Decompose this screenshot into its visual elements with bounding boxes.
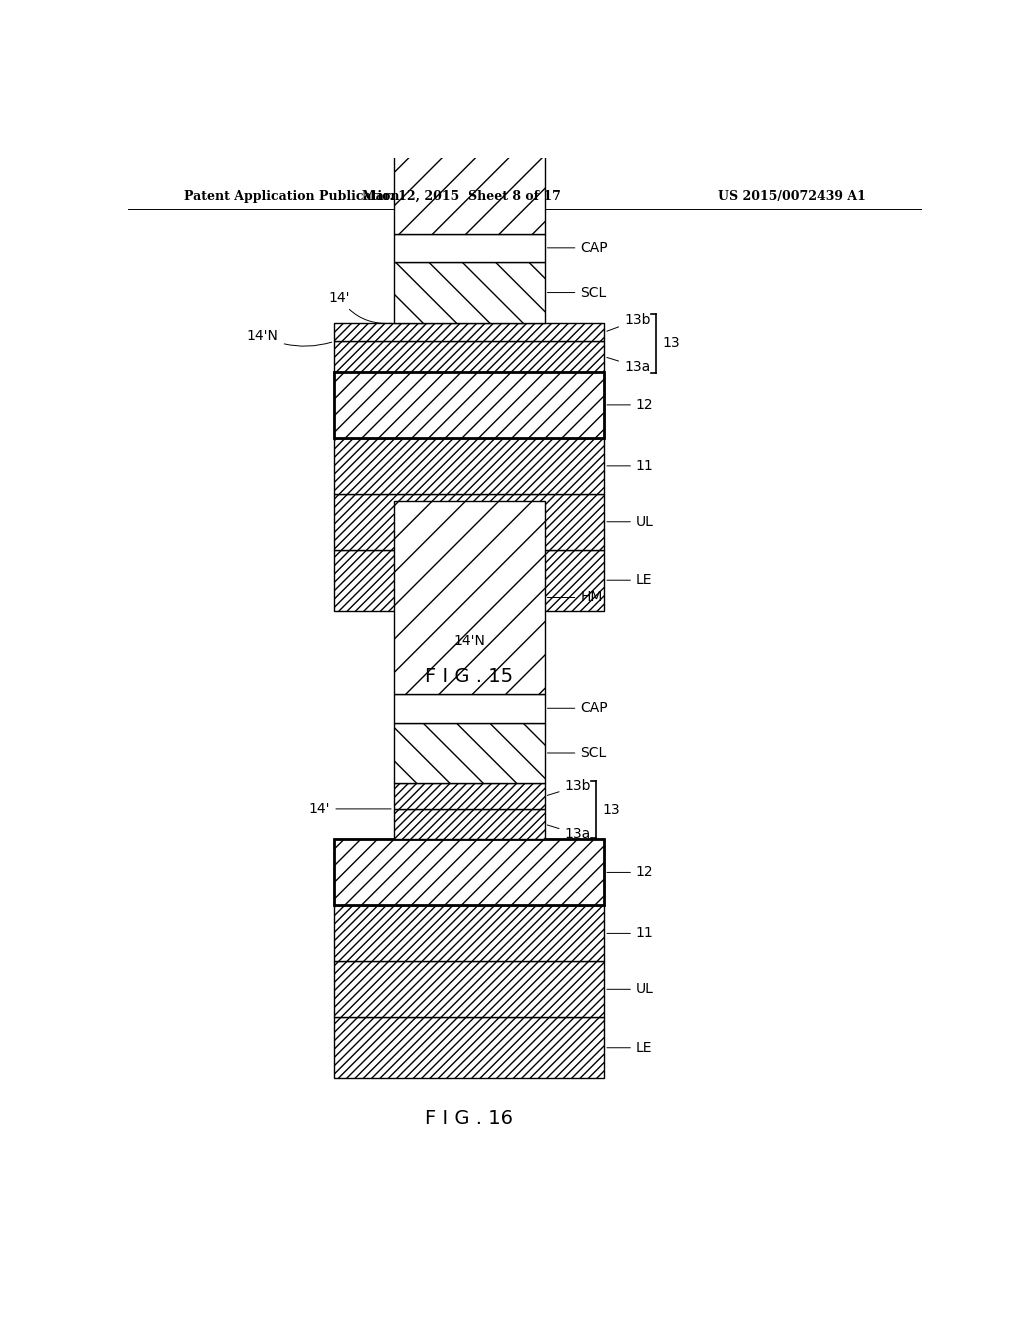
Bar	[394, 41, 545, 234]
Text: Mar. 12, 2015  Sheet 8 of 17: Mar. 12, 2015 Sheet 8 of 17	[361, 190, 561, 202]
Text: SCL: SCL	[548, 285, 606, 300]
Bar	[334, 342, 604, 372]
Bar	[334, 840, 604, 906]
Bar	[394, 500, 545, 694]
Text: UL: UL	[607, 515, 653, 529]
Text: US 2015/0072439 A1: US 2015/0072439 A1	[718, 190, 866, 202]
Text: 11: 11	[607, 459, 653, 473]
Text: 14'N: 14'N	[247, 329, 332, 346]
Text: CAP: CAP	[548, 701, 608, 715]
Bar	[334, 494, 604, 549]
Bar	[394, 809, 545, 840]
Bar	[334, 906, 604, 961]
Text: SCL: SCL	[548, 746, 606, 760]
Text: 13: 13	[602, 803, 621, 817]
Bar	[334, 323, 604, 342]
Text: 13b: 13b	[547, 779, 591, 796]
Text: 11: 11	[607, 927, 653, 940]
Text: 14'N: 14'N	[454, 634, 485, 648]
Bar	[334, 438, 604, 494]
Bar	[394, 234, 545, 263]
Text: 14': 14'	[329, 290, 391, 323]
Bar	[334, 372, 604, 438]
Bar	[394, 694, 545, 722]
Text: Patent Application Publication: Patent Application Publication	[183, 190, 399, 202]
Text: 13a: 13a	[547, 825, 591, 841]
Bar	[334, 1018, 604, 1078]
Text: LE: LE	[607, 1040, 652, 1055]
Text: LE: LE	[607, 573, 652, 587]
Text: F I G . 15: F I G . 15	[425, 668, 513, 686]
Text: HM: HM	[548, 590, 603, 605]
Bar	[334, 961, 604, 1018]
Text: 12: 12	[607, 866, 653, 879]
Bar	[394, 784, 545, 809]
Bar	[334, 840, 604, 906]
Text: CAP: CAP	[548, 240, 608, 255]
Text: F I G . 16: F I G . 16	[425, 1109, 513, 1129]
Bar	[394, 263, 545, 323]
Text: 13b: 13b	[607, 313, 650, 331]
Bar	[334, 372, 604, 438]
Text: 14': 14'	[309, 801, 391, 816]
Text: UL: UL	[607, 982, 653, 997]
Bar	[394, 722, 545, 784]
Text: 13: 13	[663, 337, 680, 350]
Text: 12: 12	[607, 397, 653, 412]
Text: 13a: 13a	[607, 358, 650, 374]
Bar	[334, 549, 604, 611]
